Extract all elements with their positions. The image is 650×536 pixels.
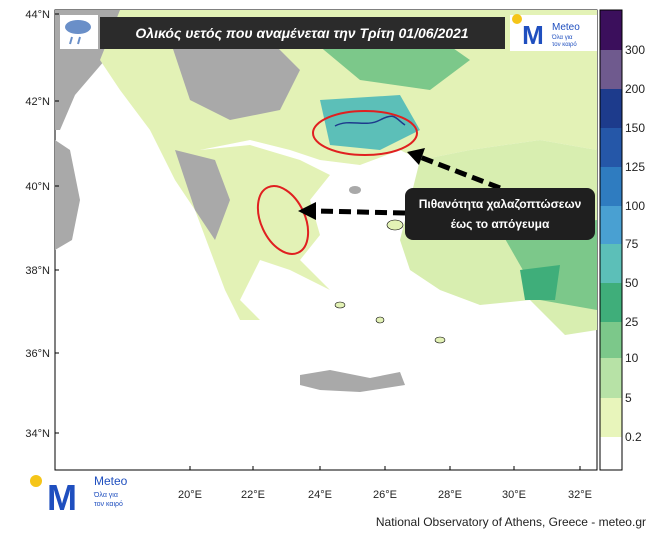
title-bar	[100, 17, 505, 49]
rain-drop	[77, 36, 81, 45]
lon-label: 28°E	[438, 489, 462, 501]
lat-label: 38°N	[25, 265, 50, 277]
colorbar-label: 10	[625, 351, 639, 365]
highlight-ellipse	[312, 110, 418, 156]
colorbar-label: 50	[625, 276, 639, 290]
logo-box	[510, 15, 597, 51]
lat-label: 34°N	[25, 428, 50, 440]
colorbar-label: 75	[625, 237, 639, 251]
arrow	[314, 208, 406, 216]
colorbar-segment	[600, 437, 622, 470]
lon-label: 20°E	[178, 489, 202, 501]
colorbar-segment	[600, 283, 622, 322]
colorbar-segment	[600, 244, 622, 283]
colorbar-label: 125	[625, 160, 645, 174]
lat-label: 36°N	[25, 348, 50, 360]
colorbar-label: 300	[625, 43, 645, 57]
colorbar-segment	[600, 128, 622, 167]
colorbar-segment	[600, 50, 622, 89]
logo-name: Meteo	[94, 474, 128, 488]
colorbar-label: 0.2	[625, 430, 642, 444]
lat-label: 44°N	[25, 9, 50, 21]
colorbar-label: 150	[625, 121, 645, 135]
island	[334, 301, 346, 309]
logo-mark: M	[47, 477, 77, 518]
island	[434, 336, 446, 344]
crete	[300, 370, 405, 392]
colorbar-segment	[600, 206, 622, 244]
colorbar-segment	[600, 167, 622, 206]
colorbar-segment	[600, 358, 622, 398]
rain-drop	[69, 36, 73, 45]
logo-sun	[512, 14, 522, 24]
colorbar-label: 200	[625, 82, 645, 96]
colorbar-segment	[600, 322, 622, 358]
cloud-icon	[65, 20, 91, 34]
italy-south	[55, 140, 80, 250]
arrow-head	[407, 148, 425, 165]
arrow-head	[298, 202, 316, 220]
border-line	[334, 115, 406, 127]
logo-name: Meteo	[552, 22, 580, 33]
colorbar-segment	[600, 398, 622, 437]
lon-label: 30°E	[502, 489, 526, 501]
mountains	[170, 30, 300, 120]
island	[349, 186, 361, 194]
island	[386, 219, 404, 231]
logo-tagline: Όλα για	[551, 35, 573, 41]
logo-sun	[30, 475, 42, 487]
colorbar-segment	[600, 89, 622, 128]
logo-tagline: τον καιρό	[94, 500, 123, 508]
logo-tagline: τον καιρό	[552, 41, 577, 48]
lon-label: 26°E	[373, 489, 397, 501]
title: Ολικός υετός που αναμένεται την Τρίτη 01…	[135, 25, 468, 41]
colorbar-label: 100	[625, 199, 645, 213]
rain-zone	[520, 265, 560, 300]
logo-tagline: Όλα για	[93, 492, 118, 499]
arrow	[419, 154, 501, 191]
annotation-text: Πιθανότητα χαλαζοπτώσεων	[419, 197, 582, 211]
annotation-text: έως το απόγευμα	[451, 217, 550, 231]
lat-label: 42°N	[25, 96, 50, 108]
annotation-box	[405, 188, 595, 240]
colorbar-label: 25	[625, 315, 639, 329]
colorbar-segment	[600, 10, 622, 50]
lon-label: 24°E	[308, 489, 332, 501]
lon-label: 22°E	[241, 489, 265, 501]
lat-label: 40°N	[25, 181, 50, 193]
credit: National Observatory of Athens, Greece -…	[376, 515, 646, 529]
lon-label: 32°E	[568, 489, 592, 501]
logo-mark: M	[522, 20, 544, 50]
rain-zone	[500, 220, 597, 310]
island	[375, 316, 385, 324]
colorbar-frame	[599, 9, 623, 471]
pindus	[175, 150, 230, 240]
colorbar-label: 5	[625, 391, 632, 405]
